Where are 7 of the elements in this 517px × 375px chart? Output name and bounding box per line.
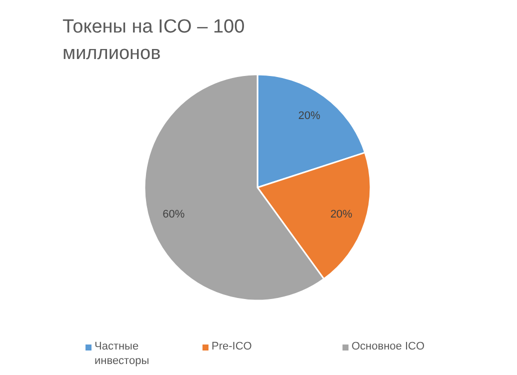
data-label: 20% <box>330 208 353 221</box>
chart-title: Токены на ICO – 100 миллионов <box>62 16 245 64</box>
legend-label: Частные инвесторы <box>94 340 150 367</box>
legend-label: Pre-ICO <box>212 340 252 352</box>
data-label: 60% <box>162 208 185 221</box>
legend-label: Основное ICO <box>352 340 425 352</box>
data-label: 20% <box>298 110 321 122</box>
